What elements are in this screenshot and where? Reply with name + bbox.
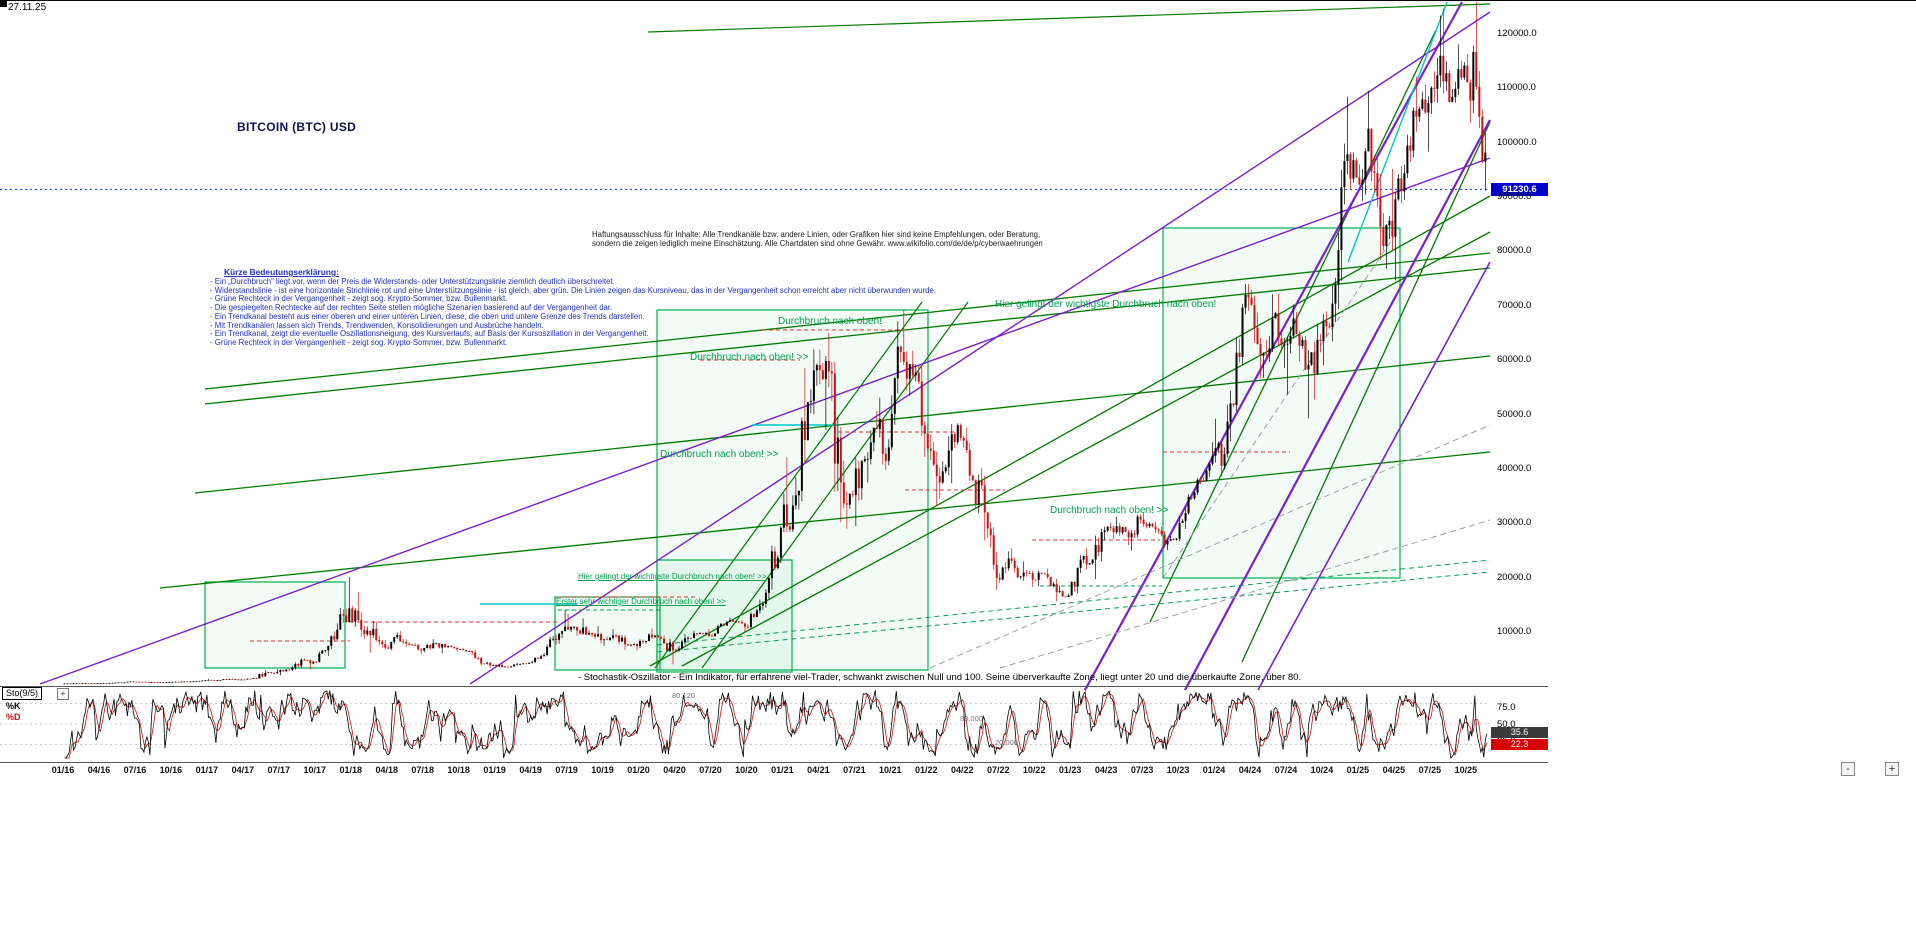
x-axis-label: 07/18 bbox=[411, 765, 434, 775]
x-axis-label: 07/21 bbox=[843, 765, 866, 775]
legend-title: Kürze Bedeutungserklärung: bbox=[224, 267, 339, 277]
y-axis-label: 120000.0 bbox=[1497, 27, 1537, 39]
stoch-d-value: 22.3 bbox=[1491, 739, 1548, 750]
stoch-axis-label: 75.0 bbox=[1497, 702, 1516, 713]
y-axis-label: 110000.0 bbox=[1497, 82, 1536, 94]
x-axis-label: 10/23 bbox=[1166, 765, 1190, 775]
x-axis-label: 10/17 bbox=[303, 765, 327, 775]
breakout-annotation: Hier gelingt der wichtigste Durchbruch n… bbox=[995, 299, 1217, 310]
disclaimer-line2: sondern die zeigen lediglich meine Einsc… bbox=[592, 238, 1043, 248]
x-axis-label: 04/16 bbox=[87, 765, 111, 775]
legend-item: - Ein „Durchbruch“ liegt vor, wenn der P… bbox=[210, 277, 615, 286]
x-axis-label: 01/22 bbox=[915, 765, 938, 775]
corner-mark bbox=[0, 0, 7, 7]
stoch-level-label: 80.120 bbox=[672, 691, 695, 700]
x-axis-label: 04/21 bbox=[807, 765, 830, 775]
y-axis-label: 60000.0 bbox=[1497, 354, 1532, 366]
y-axis-label: 20000.0 bbox=[1497, 571, 1532, 583]
x-axis-label: 04/18 bbox=[375, 765, 398, 775]
x-axis-label: 01/20 bbox=[627, 765, 650, 775]
x-axis-label: 01/25 bbox=[1346, 765, 1370, 775]
x-axis-label: 10/24 bbox=[1310, 765, 1334, 775]
legend-item: - Ein Trendkanal besteht aus einer obere… bbox=[210, 311, 645, 321]
candles bbox=[63, 2, 1487, 685]
breakout-annotation: Durchbruch nach oben! >> bbox=[1050, 505, 1169, 516]
y-axis-label: 70000.0 bbox=[1497, 299, 1532, 311]
breakout-annotation: Erster sehr wichtiger Durchbruch nach ob… bbox=[556, 597, 726, 606]
x-axis-label: 07/23 bbox=[1130, 765, 1154, 775]
y-axis-label: 10000.0 bbox=[1497, 625, 1532, 637]
stoch-d-label: %D bbox=[6, 712, 21, 722]
y-axis-label: 50000.0 bbox=[1497, 408, 1532, 420]
stochastic-description: - Stochastik-Oszillator - Ein Indikator,… bbox=[578, 672, 1302, 683]
x-axis-label: 01/23 bbox=[1058, 765, 1082, 775]
x-axis-label: 07/16 bbox=[123, 765, 147, 775]
x-axis-label: 04/23 bbox=[1094, 765, 1118, 775]
x-axis-label: 01/19 bbox=[483, 765, 506, 775]
chart-title: BITCOIN (BTC) USD bbox=[237, 120, 357, 134]
stoch-level-label: 80.000 bbox=[960, 714, 983, 723]
x-axis-label: 07/24 bbox=[1274, 765, 1298, 775]
date-label: 27.11.25 bbox=[8, 2, 47, 13]
x-axis-label: 07/22 bbox=[986, 765, 1010, 775]
expand-icon[interactable]: + bbox=[57, 688, 69, 700]
y-axis-label: 40000.0 bbox=[1497, 462, 1532, 474]
disclaimer-line1: Haftungsausschluss für Inhalte: Alle Tre… bbox=[592, 230, 1041, 239]
y-axis-label: 90000.0 bbox=[1497, 191, 1532, 203]
x-axis-label: 04/19 bbox=[519, 765, 542, 775]
disclaimer: Haftungsausschluss für Inhalte: Alle Tre… bbox=[592, 230, 1043, 248]
x-axis-label: 10/22 bbox=[1022, 765, 1046, 775]
x-axis-label: 04/24 bbox=[1238, 765, 1262, 775]
x-axis-label: 07/25 bbox=[1418, 765, 1442, 775]
breakout-annotation: Durchbruch nach oben! >> bbox=[690, 352, 809, 363]
stoch-k-value: 35.6 bbox=[1491, 727, 1548, 738]
x-axis-label: 10/20 bbox=[735, 765, 758, 775]
legend-items: - Ein „Durchbruch“ liegt vor, wenn der P… bbox=[210, 277, 936, 348]
x-axis-label: 01/24 bbox=[1202, 765, 1226, 775]
legend-item: - Widerstandslinie - ist eine horizontal… bbox=[210, 285, 936, 295]
breakout-annotation: Hier gelingt der wichtigste Durchbruch n… bbox=[578, 572, 767, 581]
stoch-axis-label: 50.0 bbox=[1497, 719, 1516, 730]
breakout-annotation: Durchbruch nach oben! bbox=[778, 316, 882, 327]
x-axis-label: 10/25 bbox=[1454, 765, 1478, 775]
zoom-out-button[interactable]: - bbox=[1841, 762, 1855, 776]
stoch-k-label: %K bbox=[6, 701, 21, 711]
legend-item: - Mit Trendkanälen lassen sich Trends, T… bbox=[210, 320, 544, 330]
x-axis-label: 01/16 bbox=[51, 765, 75, 775]
x-axis-label: 07/17 bbox=[267, 765, 291, 775]
indicator-label[interactable]: Sto(9/5) bbox=[2, 687, 43, 700]
y-axis-label: 80000.0 bbox=[1497, 245, 1532, 257]
stochastic-lines bbox=[64, 690, 1488, 759]
y-axis-label: 30000.0 bbox=[1497, 517, 1532, 529]
breakout-annotation: Durchbruch nach oben! >> bbox=[660, 449, 779, 460]
panel-separators bbox=[0, 0, 1916, 763]
current-price-badge: 91230.6 bbox=[1491, 183, 1548, 196]
zoom-in-button[interactable]: + bbox=[1885, 762, 1899, 776]
x-axis-label: 01/18 bbox=[339, 765, 363, 775]
x-axis-label: 10/16 bbox=[159, 765, 183, 775]
x-axis-label: 01/17 bbox=[195, 765, 219, 775]
x-axis-label: 07/19 bbox=[555, 765, 578, 775]
x-axis-label: 10/18 bbox=[447, 765, 470, 775]
legend-item: - Grüne Rechteck in der Vergangenheit - … bbox=[210, 294, 508, 304]
x-axis-label: 04/17 bbox=[231, 765, 255, 775]
legend-item: - Ein Trendkanal, zeigt die eventuelle O… bbox=[210, 329, 649, 339]
x-axis-label: 04/22 bbox=[950, 765, 974, 775]
x-axis-label: 04/20 bbox=[663, 765, 686, 775]
y-axis-label: 100000.0 bbox=[1497, 136, 1537, 148]
x-axis-label: 01/21 bbox=[771, 765, 794, 775]
legend-item: - Die gespiegelten Rechtecke auf der rec… bbox=[210, 303, 613, 313]
x-axis-label: 10/21 bbox=[879, 765, 902, 775]
x-axis-label: 07/20 bbox=[699, 765, 722, 775]
legend-item: - Grüne Rechteck in der Vergangenheit - … bbox=[210, 337, 508, 347]
x-axis-label: 04/25 bbox=[1382, 765, 1406, 775]
x-axis-label: 10/19 bbox=[591, 765, 614, 775]
stoch-level-label: 20.000 bbox=[995, 738, 1018, 747]
